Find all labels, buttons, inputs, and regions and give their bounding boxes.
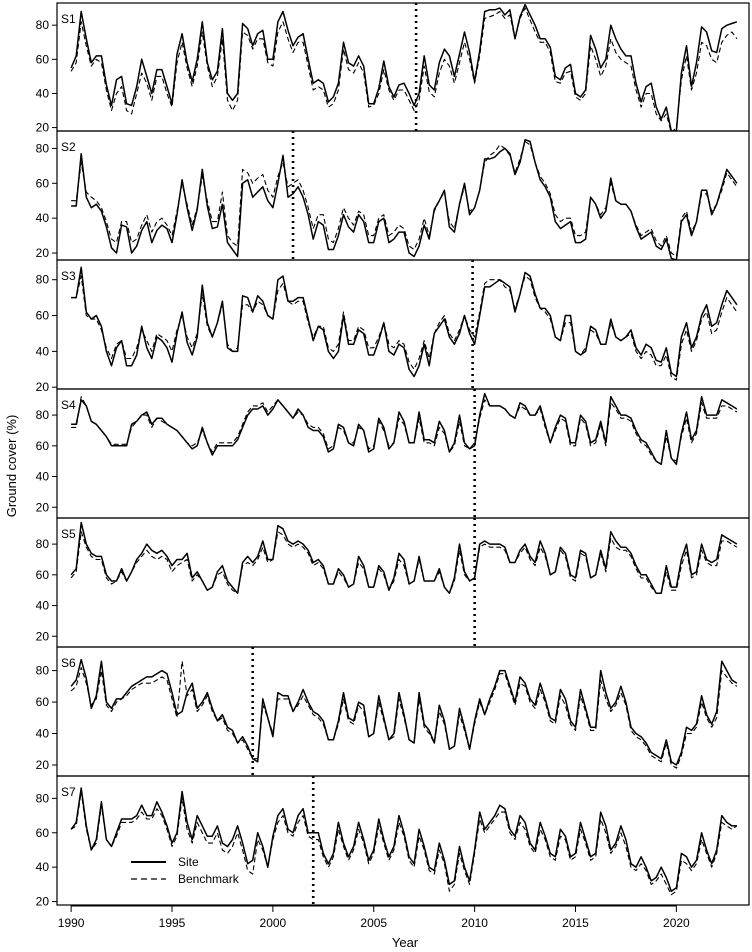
y-tick-label: 40: [36, 860, 50, 874]
legend-site-label: Site: [178, 855, 199, 869]
y-tick-label: 40: [36, 470, 50, 484]
panel-s7: S7 20 40 60 80: [36, 775, 750, 909]
series-line-site: [71, 266, 738, 378]
y-tick-label: 60: [36, 439, 50, 453]
y-tick-label: 80: [36, 791, 50, 805]
y-tick-label: 40: [36, 344, 50, 358]
legend-benchmark-label: Benchmark: [178, 872, 240, 886]
panel-label: S3: [61, 269, 76, 283]
legend: Site Benchmark: [131, 855, 240, 886]
y-tick-label: 60: [36, 695, 50, 709]
panel-s4: S4 20 40 60 80: [36, 388, 750, 519]
series-line-site: [70, 521, 738, 595]
y-tick-label: 40: [36, 86, 50, 100]
series-line-benchmark: [70, 790, 738, 896]
y-tick-label: 60: [36, 176, 50, 190]
series-line-benchmark: [71, 396, 738, 465]
panel-s3: S3 20 40 60 80: [36, 259, 750, 394]
y-tick-label: 80: [36, 664, 50, 678]
panel-label: S6: [61, 656, 76, 670]
y-tick-label: 80: [36, 141, 50, 155]
series-line-benchmark: [71, 275, 738, 381]
x-axis-title: Year: [392, 935, 419, 950]
panel-frame: [56, 2, 750, 132]
series-line-site: [70, 3, 738, 131]
y-tick-label: 40: [36, 211, 50, 225]
y-axis-title: Ground cover (%): [4, 415, 19, 518]
panel-s2: S2 20 40 60 80: [36, 130, 750, 261]
x-tick-label: 2005: [360, 916, 387, 930]
y-tick-label: 80: [36, 408, 50, 422]
y-tick-label: 80: [36, 537, 50, 551]
panels-group: S1 20 40 60 80 S2 20 40 60 80 S3 20 40 60 80 S4 20 40 60 80…: [36, 2, 750, 909]
y-tick-label: 20: [36, 500, 50, 514]
y-tick-label: 80: [36, 18, 50, 32]
panel-s5: S5 20 40 60 80: [36, 517, 750, 648]
panel-frame: [56, 388, 750, 519]
y-tick-label: 40: [36, 599, 50, 613]
y-tick-label: 60: [36, 826, 50, 840]
panel-label: S1: [61, 12, 76, 26]
panel-frame: [56, 775, 750, 906]
y-tick-label: 20: [36, 758, 50, 772]
x-axis: 1990 1995 2000 2005 2010 2015 2020: [58, 905, 690, 930]
y-tick-label: 60: [36, 52, 50, 66]
panel-label: S5: [61, 527, 76, 541]
panel-label: S2: [61, 140, 76, 154]
y-tick-label: 20: [36, 121, 50, 135]
y-tick-label: 20: [36, 629, 50, 643]
x-tick-label: 2015: [562, 916, 589, 930]
panel-frame: [56, 517, 750, 648]
panel-s1: S1 20 40 60 80: [36, 2, 750, 135]
series-line-benchmark: [70, 531, 738, 594]
y-tick-label: 20: [36, 895, 50, 909]
y-tick-label: 20: [36, 246, 50, 260]
y-tick-label: 40: [36, 727, 50, 741]
panel-frame: [56, 130, 750, 261]
x-tick-label: 2020: [663, 916, 690, 930]
x-tick-label: 2010: [461, 916, 488, 930]
x-tick-label: 2000: [260, 916, 287, 930]
panel-s6: S6 20 40 60 80: [36, 646, 750, 777]
x-tick-label: 1990: [58, 916, 85, 930]
y-tick-label: 20: [36, 380, 50, 394]
y-tick-label: 60: [36, 568, 50, 582]
y-tick-label: 80: [36, 273, 50, 287]
series-line-site: [70, 658, 738, 766]
panel-label: S4: [61, 398, 76, 412]
series-line-benchmark: [71, 140, 738, 258]
series-line-site: [70, 787, 737, 892]
panel-label: S7: [61, 785, 76, 799]
series-line-site: [71, 138, 738, 260]
x-tick-label: 1995: [159, 916, 186, 930]
series-line-benchmark: [70, 7, 738, 131]
series-line-site: [71, 392, 738, 466]
panel-frame: [56, 259, 750, 390]
y-tick-label: 60: [36, 309, 50, 323]
